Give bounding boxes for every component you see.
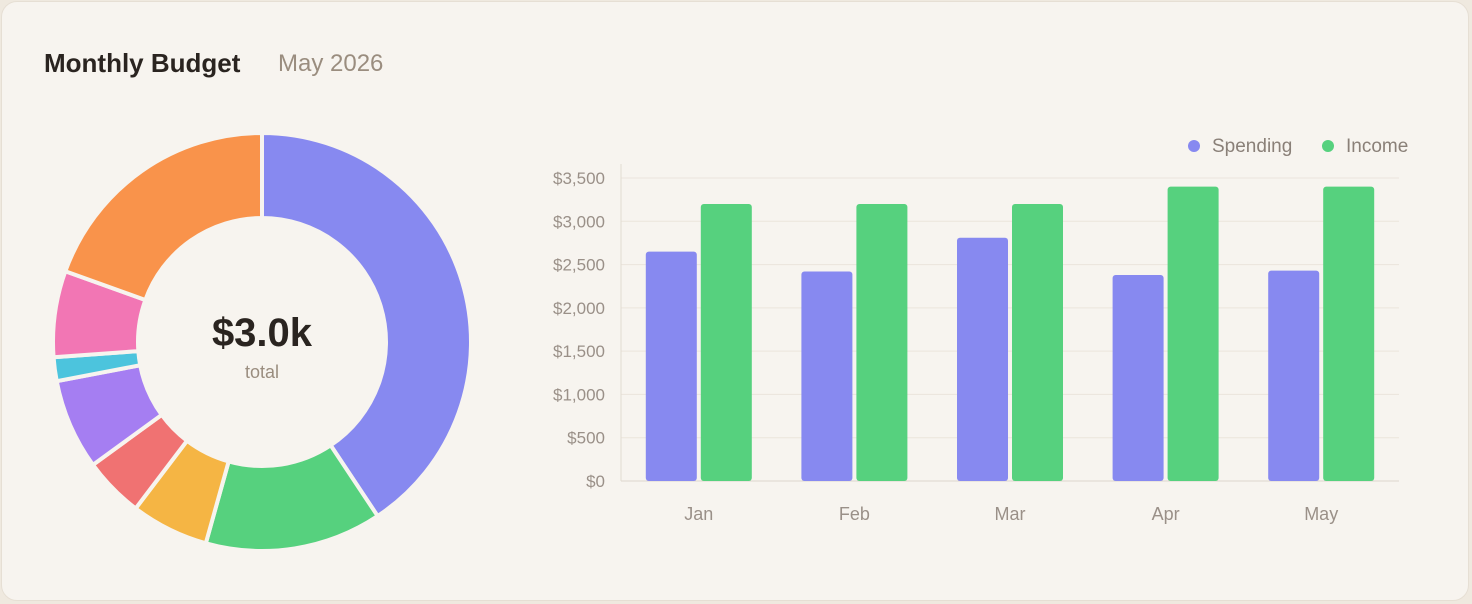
donut-center-label: total bbox=[245, 362, 279, 382]
legend: Spending Income bbox=[1188, 136, 1408, 157]
bar-income-apr bbox=[1167, 186, 1219, 481]
y-tick-label: $1,000 bbox=[553, 385, 605, 404]
bar-marks bbox=[645, 186, 1375, 481]
x-tick-label: May bbox=[1304, 504, 1338, 524]
bar-spending-apr bbox=[1112, 274, 1164, 481]
donut-slices bbox=[51, 131, 473, 553]
donut-slice-8 bbox=[63, 131, 264, 302]
donut-center-value: $3.0k bbox=[212, 311, 313, 355]
legend-label-spending: Spending bbox=[1212, 136, 1292, 157]
x-tick-label: Feb bbox=[839, 504, 870, 524]
y-tick-label: $3,500 bbox=[553, 169, 605, 188]
legend-swatch-spending bbox=[1188, 140, 1200, 152]
bar-income-mar bbox=[1012, 203, 1063, 481]
x-tick-label: Jan bbox=[684, 504, 713, 524]
y-tick-label: $3,000 bbox=[553, 212, 605, 231]
period-label: May 2026 bbox=[278, 50, 384, 77]
y-tick-label: $500 bbox=[567, 429, 605, 448]
y-tick-label: $2,000 bbox=[553, 299, 605, 318]
legend-swatch-income bbox=[1322, 140, 1334, 152]
bar-income-may bbox=[1323, 186, 1375, 481]
legend-label-income: Income bbox=[1346, 136, 1408, 157]
bar-spending-may bbox=[1268, 270, 1320, 481]
y-tick-label: $1,500 bbox=[553, 342, 605, 361]
bar-income-feb bbox=[856, 203, 908, 481]
bar-income-jan bbox=[700, 203, 752, 481]
x-tick-label: Apr bbox=[1152, 504, 1180, 524]
donut-slice-1 bbox=[260, 131, 473, 519]
x-tick-label: Mar bbox=[995, 504, 1026, 524]
y-axis-ticks: $0 $500 $1,000 $1,500 $2,000 $2,500 $3,000 $3,5… bbox=[553, 169, 605, 491]
y-tick-label: $2,500 bbox=[553, 256, 605, 275]
bar-spending-feb bbox=[801, 271, 853, 481]
bar-spending-jan bbox=[645, 251, 697, 481]
x-axis-ticks: Jan Feb Mar Apr May bbox=[684, 504, 1338, 524]
bar-spending-mar bbox=[957, 237, 1008, 481]
card-title: Monthly Budget bbox=[44, 48, 241, 78]
y-tick-label: $0 bbox=[586, 472, 605, 491]
